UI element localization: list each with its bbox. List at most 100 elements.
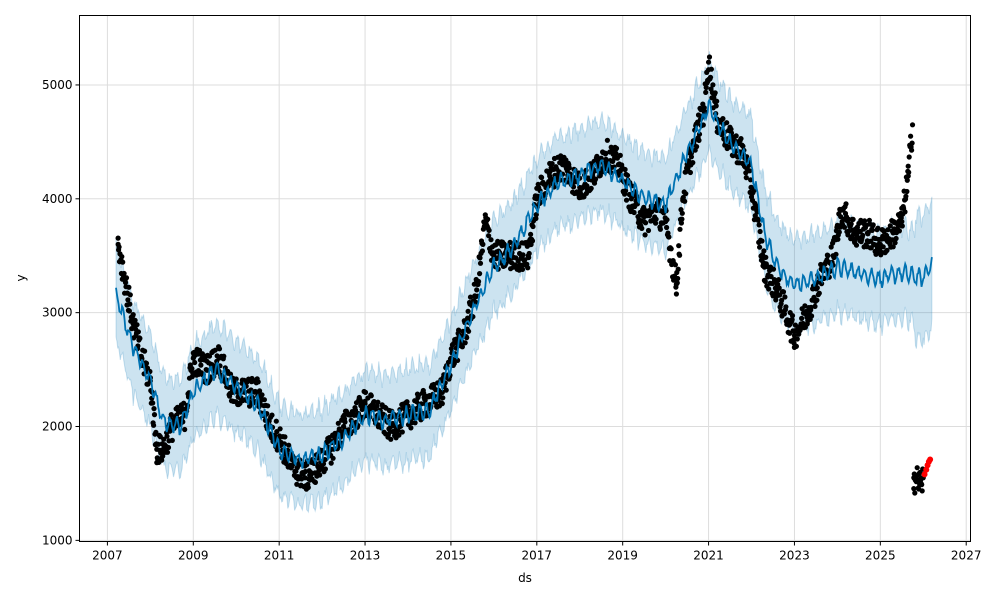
observed-point [473,299,479,305]
observed-point [733,133,739,139]
observed-point [412,420,418,426]
observed-point [789,313,796,319]
observed-point [181,400,187,406]
observed-point [588,185,594,191]
observed-point [631,209,637,216]
observed-point [904,188,910,195]
observed-point [507,239,513,245]
observed-point [808,304,814,310]
observed-point [642,232,648,238]
observed-point [121,275,128,282]
observed-point [679,216,685,222]
observed-point [525,265,531,271]
observed-point [843,201,849,207]
observed-point [909,122,916,128]
observed-point [787,321,793,327]
observed-point [724,120,730,126]
observed-point [549,161,555,167]
observed-point [748,184,755,191]
observed-point [330,455,336,461]
observed-point [216,355,222,361]
observed-point [911,486,917,492]
observed-point [155,441,161,447]
y-tick-label: 1000 [42,533,73,547]
observed-point [362,389,369,395]
observed-point [127,292,133,298]
y-tick-label: 3000 [42,306,73,320]
observed-point [190,355,196,361]
observed-point [812,303,818,309]
y-tick-label: 4000 [42,192,73,206]
observed-point [779,297,785,303]
x-tick-label: 2019 [607,549,638,563]
observed-point [800,320,806,327]
observed-point [893,235,899,242]
observed-point [168,412,174,418]
observed-point [666,234,672,240]
observed-point [259,392,265,398]
forecast-point [927,456,934,463]
observed-point [782,294,788,300]
observed-point [877,241,883,247]
observed-point [761,264,767,270]
observed-point [143,360,150,366]
observed-point [783,304,789,310]
observed-point [340,423,347,430]
observed-point [479,248,485,254]
observed-point [664,224,670,231]
observed-point [870,222,876,228]
observed-point [135,329,141,335]
observed-point [839,207,845,213]
observed-point [756,222,762,228]
observed-point [816,290,822,296]
observed-point [120,259,126,265]
observed-point [328,460,334,466]
observed-point [781,311,788,317]
observed-point [909,140,915,146]
observed-point [286,442,292,448]
observed-point [755,217,761,223]
observed-point [164,449,171,455]
observed-point [789,317,795,323]
observed-point [161,436,167,442]
observed-point [780,289,787,295]
observed-point [315,463,321,469]
observed-point [477,255,483,261]
observed-point [623,197,630,203]
y-tick-label: 5000 [42,78,73,92]
observed-point [342,419,348,425]
observed-point [615,162,621,168]
observed-point [525,253,531,259]
observed-point [486,233,492,239]
observed-point [456,327,462,333]
observed-point [547,173,553,179]
x-tick-label: 2017 [522,549,553,563]
observed-point [860,232,866,238]
observed-point [908,133,914,139]
observed-point [763,254,769,260]
observed-point [905,173,911,179]
observed-point [802,303,808,309]
observed-point [848,221,854,227]
observed-point [864,230,871,236]
observed-point [265,403,271,409]
observed-point [851,230,858,236]
yhat-line [115,98,933,469]
observed-point [909,147,915,153]
observed-point [519,266,526,272]
observed-point [282,434,288,440]
observed-point [690,160,696,166]
observed-point [539,174,545,181]
observed-point [757,244,763,250]
observed-point [675,275,681,282]
observed-point [850,216,856,222]
observed-point [841,224,848,230]
observed-point [459,344,465,350]
observed-point [451,360,457,367]
observed-point [522,257,528,263]
observed-point [911,475,917,481]
observed-point [720,116,726,122]
observed-point [174,404,181,410]
observed-point [277,426,283,432]
observed-point [126,308,132,314]
